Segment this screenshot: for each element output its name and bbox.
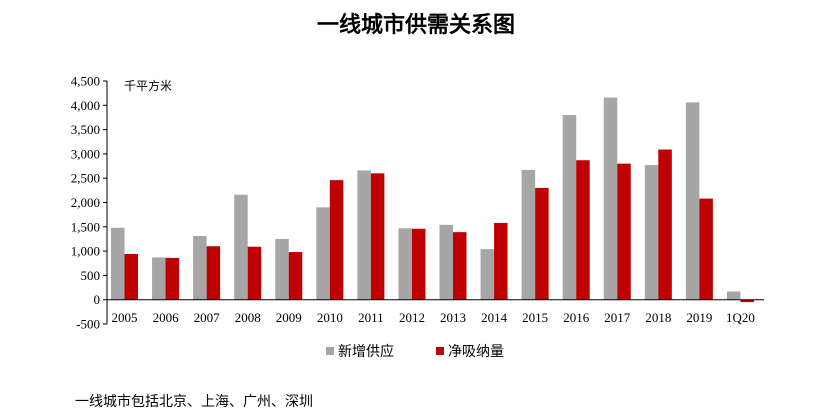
bar-supply-2017 [603,97,618,300]
legend: 新增供应 净吸纳量 [326,343,504,360]
bar-supply-2015 [521,169,536,300]
x-tick-label: 2012 [399,310,425,325]
y-tick-label: 1,500 [71,219,100,234]
bar-supply-2008 [234,194,248,300]
legend-label: 净吸纳量 [448,344,504,360]
x-axis: 2005 2006 2007 2008 2009 2010 2011 2012 2013 2014… [107,299,764,325]
x-tick-label: 1Q20 [726,310,755,325]
x-tick-label: 2014 [481,310,508,325]
bar-absorption-2005 [124,254,138,300]
y-tick-label: 500 [81,268,101,283]
bar-absorption-2016 [576,160,590,300]
bar-absorption-2019 [699,198,713,300]
bar-absorption-2010 [329,180,344,300]
bar-supply-2010 [316,207,330,300]
x-tick-label: 2017 [604,310,631,325]
footnote: 一线城市包括北京、上海、广州、深圳 [75,393,313,410]
x-tick-label: 2015 [522,310,548,325]
y-tick-label: 1,000 [71,244,100,259]
y-tick-label: 4,500 [71,74,100,89]
bar-supply-2013 [439,224,453,300]
bar-supply-2007 [193,236,207,300]
bar-absorption-2012 [411,228,426,300]
legend-swatch [326,347,334,355]
x-tick-label: 2008 [235,310,261,325]
legend-swatch [436,347,444,355]
bar-supply-2006 [152,257,166,300]
x-tick-label: 2011 [358,310,384,325]
x-tick-label: 2010 [317,310,343,325]
bar-absorption-2018 [658,149,672,300]
x-tick-label: 2016 [563,310,590,325]
bar-absorption-2008 [247,246,262,300]
y-tick-label: 2,000 [71,195,100,210]
x-tick-label: 2007 [194,310,221,325]
bar-absorption-2006 [165,257,180,300]
y-tick-label: 0 [94,292,101,307]
y-tick-label: 3,500 [71,122,100,137]
bar-absorption-2007 [206,246,221,300]
x-tick-label: 2019 [686,310,712,325]
bar-absorption-2009 [288,252,303,300]
bar-absorption-2013 [453,232,467,300]
bar-supply-2018 [644,165,659,300]
bar-supply-2019 [685,102,700,300]
bar-absorption-2011 [370,173,385,300]
y-tick-label: 3,000 [71,146,100,161]
bar-supply-2014 [480,249,495,300]
bar-absorption-2015 [535,187,549,300]
x-tick-label: 2018 [645,310,671,325]
bar-supply-2011 [357,170,371,300]
x-tick-label: 2009 [276,310,302,325]
x-tick-label: 2005 [112,310,138,325]
bar-supply-2012 [398,228,412,300]
unit-label: 千平方米 [124,78,172,93]
bar-supply-2016 [562,115,577,300]
y-tick-label: -500 [76,317,100,332]
y-axis: -500 0 500 1,000 1,500 2,000 2,500 3,000 3,500 4,… [71,74,108,332]
bar-absorption-2014 [494,222,508,300]
y-tick-label: 2,500 [71,171,100,186]
x-tick-label: 2013 [440,310,466,325]
bar-supply-2009 [275,238,289,300]
bar-absorption-2017 [617,163,631,300]
bar-supply-1Q20 [726,291,741,300]
bars-group [111,97,754,303]
bar-supply-2005 [111,227,125,300]
legend-label: 新增供应 [338,343,394,360]
x-tick-label: 2006 [153,310,180,325]
chart-title: 一线城市供需关系图 [317,12,515,38]
bar-absorption-1Q20 [740,299,754,303]
y-tick-label: 4,000 [71,98,100,113]
